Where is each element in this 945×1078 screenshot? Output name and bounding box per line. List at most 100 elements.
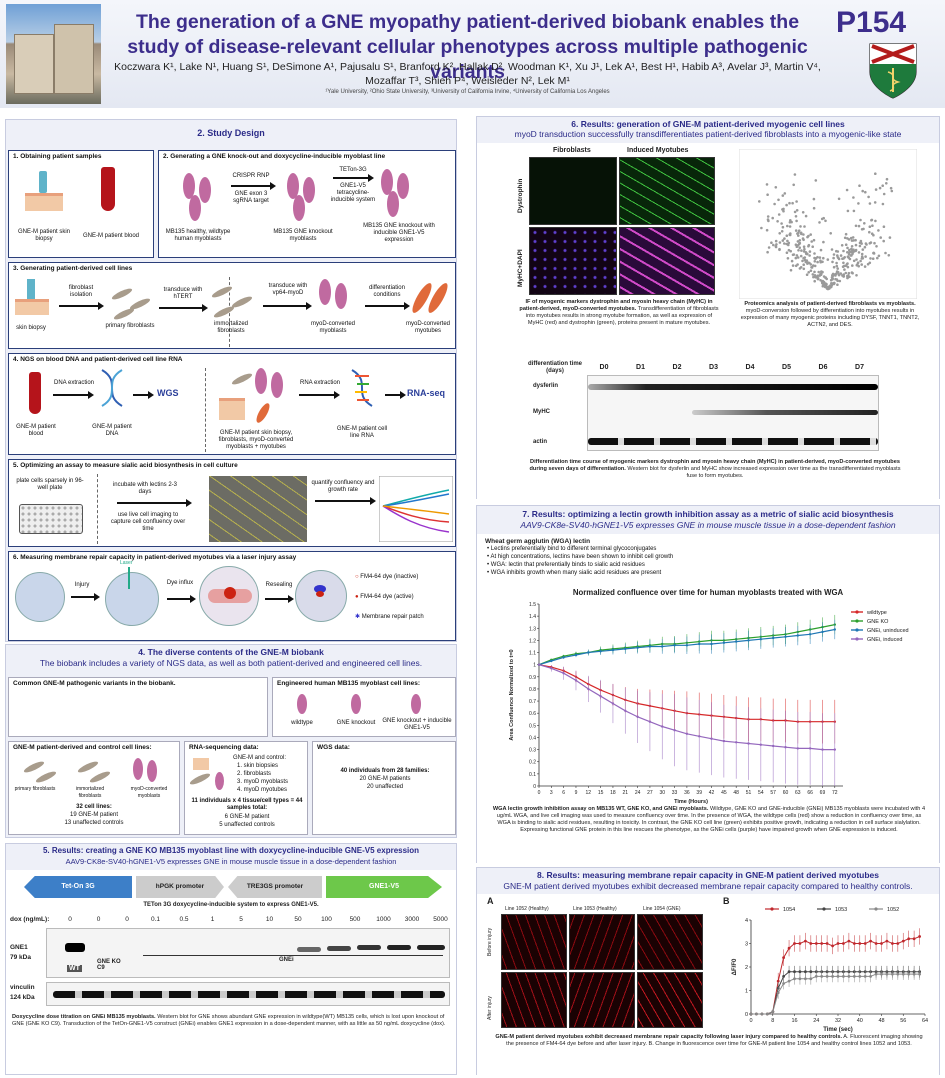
protein-point bbox=[884, 251, 887, 255]
data-point bbox=[611, 702, 615, 705]
protein-point bbox=[819, 273, 823, 276]
data-point bbox=[814, 942, 818, 945]
protein-point bbox=[807, 271, 810, 274]
protein-point bbox=[871, 257, 875, 260]
plate-label: plate cells sparsely in 96-well plate bbox=[16, 478, 84, 491]
protein-point bbox=[839, 254, 843, 257]
data-point bbox=[836, 975, 840, 978]
fm-image-1052-after bbox=[501, 972, 567, 1028]
protein-point bbox=[795, 219, 798, 223]
data-point bbox=[831, 975, 834, 978]
protein-point bbox=[822, 284, 825, 288]
control-line-count: 13 unaffected controls bbox=[64, 820, 124, 826]
protein-point bbox=[848, 248, 851, 252]
immortalized-fibroblast-label: immortalized fibroblasts bbox=[213, 321, 248, 334]
data-point bbox=[648, 720, 652, 723]
legend-label: wildtype bbox=[866, 610, 887, 616]
arrow-icon bbox=[265, 595, 294, 603]
protein-point bbox=[875, 245, 878, 248]
legend-marker bbox=[770, 907, 774, 911]
protein-point bbox=[831, 260, 834, 264]
wgs-patient-count: 20 GNE-M patients bbox=[359, 776, 411, 782]
growth-curve-thumbnail bbox=[379, 476, 453, 542]
data-point bbox=[673, 644, 676, 647]
myoblast-icon bbox=[303, 177, 315, 203]
myotubes-column-label: Induced Myotubes bbox=[627, 147, 689, 154]
protein-point bbox=[816, 277, 820, 281]
dox-value: 0 bbox=[125, 916, 129, 923]
protein-point bbox=[822, 216, 825, 220]
protein-point bbox=[785, 251, 789, 254]
y-tick-label: 0.6 bbox=[529, 711, 536, 717]
rnaseq-heading: GNE-M and control: bbox=[233, 755, 287, 761]
protein-point bbox=[785, 203, 788, 207]
arrow-icon bbox=[53, 391, 94, 399]
protein-point bbox=[803, 256, 807, 259]
data-point bbox=[685, 644, 689, 647]
protein-point bbox=[822, 256, 825, 260]
y-axis-label: Area Confluence Normalized to t=0 bbox=[509, 649, 515, 740]
protein-point bbox=[807, 261, 810, 264]
data-point bbox=[661, 725, 664, 728]
protein-point bbox=[798, 246, 801, 249]
section-title: 6. Results: generation of GNE-M patient-… bbox=[571, 119, 845, 129]
inducible-label: GNE knockout + inducible GNE1-V5 bbox=[382, 718, 452, 731]
y-tick-label: 0.8 bbox=[529, 687, 536, 693]
vp64-label: transduce with vp64-myoD bbox=[268, 283, 308, 296]
caption-text: Western blot for GNE shows abundant GNE … bbox=[12, 1014, 446, 1027]
box-knockout-line: 2. Generating a GNE knock-out and doxycy… bbox=[158, 150, 456, 258]
protein-point bbox=[806, 252, 809, 256]
protein-point bbox=[799, 254, 803, 258]
data-point bbox=[550, 667, 553, 670]
data-point bbox=[804, 977, 807, 981]
section-title: 4. The diverse contents of the GNE-M bio… bbox=[138, 647, 324, 657]
tre3gs-promoter-element: TRE3GS promoter bbox=[228, 876, 322, 898]
protein-point bbox=[836, 283, 839, 286]
protein-point bbox=[873, 241, 876, 245]
protein-point bbox=[795, 254, 799, 257]
y-tick-label: 0.3 bbox=[529, 748, 536, 754]
protein-point bbox=[859, 239, 863, 243]
protein-point bbox=[766, 250, 769, 254]
y-tick-label: 1 bbox=[533, 663, 536, 669]
x-tick-label: 8 bbox=[771, 1018, 774, 1024]
protein-point bbox=[821, 270, 824, 274]
data-point bbox=[880, 942, 883, 945]
data-point bbox=[912, 937, 916, 941]
data-point bbox=[798, 977, 802, 981]
protein-point bbox=[812, 206, 816, 210]
box-title: Common GNE-M pathogenic variants in the … bbox=[13, 680, 176, 687]
data-point bbox=[858, 975, 862, 978]
data-point bbox=[771, 1010, 775, 1014]
protein-point bbox=[793, 173, 797, 176]
protein-point bbox=[793, 210, 797, 214]
data-point bbox=[831, 944, 834, 948]
x-tick-label: 21 bbox=[622, 790, 628, 796]
myoblast-icon bbox=[147, 760, 157, 782]
skin-biopsy-label: GNE-M patient skin biopsy bbox=[17, 229, 71, 242]
protein-point bbox=[860, 263, 863, 266]
protein-point bbox=[817, 270, 820, 274]
protein-point bbox=[850, 245, 854, 248]
protein-point bbox=[832, 256, 835, 260]
protein-point bbox=[798, 239, 802, 242]
myoblast-icon bbox=[255, 368, 267, 394]
poster-number: P154 bbox=[836, 6, 907, 39]
x-tick-label: 42 bbox=[709, 790, 715, 796]
y-tick-label: 0.4 bbox=[529, 735, 536, 741]
gne-band bbox=[297, 947, 321, 952]
data-point bbox=[885, 939, 889, 943]
myod-myoblast-label: myoD-converted myoblasts bbox=[310, 321, 355, 334]
data-point bbox=[648, 645, 652, 648]
gne1-v5-element: GNE1-V5 bbox=[326, 876, 442, 898]
rnaseq-item: 1. skin biopsies bbox=[237, 763, 279, 769]
box-patient-lines: GNE-M patient-derived and control cell l… bbox=[8, 741, 180, 835]
box-title: Engineered human MB135 myoblast cell lin… bbox=[277, 680, 421, 687]
protein-point bbox=[837, 273, 841, 276]
protein-point bbox=[765, 228, 769, 232]
data-point bbox=[698, 735, 701, 738]
legend-marker bbox=[822, 907, 826, 911]
data-point bbox=[776, 979, 780, 983]
myoblast-icon bbox=[319, 279, 331, 305]
protein-point bbox=[854, 243, 858, 247]
